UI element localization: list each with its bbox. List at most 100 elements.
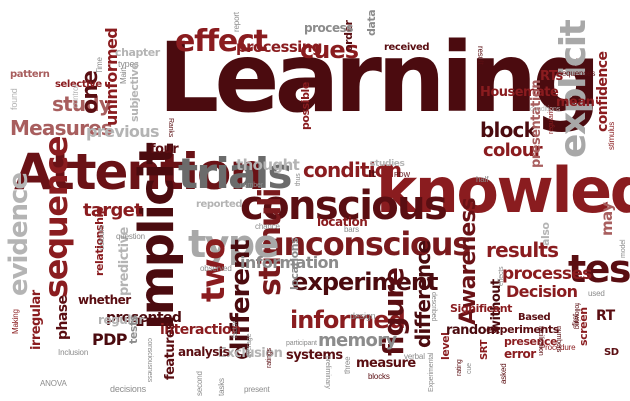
word-measures: Measures [10,116,113,140]
word-condition: condition [303,158,402,182]
word-type: type [188,222,279,266]
word-bars: bars [344,225,359,234]
word-informed: informed [290,306,406,334]
word-regular: regular [98,313,144,327]
word-systems: systems [286,348,343,363]
word-sequences: sequences [558,69,596,78]
word-making: Making [11,309,20,334]
word-housemate: Housemate [480,85,559,100]
word-participant: participant [286,340,317,347]
word-reported: reported [196,199,243,210]
word-it: It [368,169,376,180]
word-four: four [150,142,179,157]
word-control: control [71,85,80,108]
word-measure: measure [356,356,416,371]
word-consciousness: consciousness [146,338,153,383]
word-cues: cues [300,36,359,64]
word-processes: processes [502,264,592,284]
word-average: average [246,333,253,358]
word-study: study [52,92,112,116]
word-conditions: conditions [530,106,561,113]
word-sequence: sequence [37,136,75,298]
word-pdw: PDW [394,172,410,179]
word-received: received [384,42,430,53]
word-information: information [240,253,339,272]
word-whether: whether [78,293,131,307]
word-ranks: Ranks [167,118,174,138]
word-result: result [476,46,485,65]
word-mean: mean [556,95,595,110]
word-tasks: tasks [217,378,226,396]
word-rts: RTs [540,69,563,84]
word-also: also [539,222,552,246]
word-design: design [350,311,376,321]
word-test: test [568,247,630,291]
word-presence: presence [504,335,558,348]
word-model: model [620,239,627,258]
word-pattern: pattern [10,69,50,80]
word-colours: colours [97,225,106,250]
word-types: types [118,59,139,69]
word-colour: colour [483,140,543,161]
word-half: half [476,175,489,184]
word-stimulus: stimulus [607,121,616,150]
word-presentation: presentation [529,80,544,168]
word-srt: SRT [479,339,490,360]
word-conscious: conscious [240,183,448,229]
word-process: process [304,21,353,35]
word-inclusion: Inclusion [58,348,89,357]
word-error: error [504,347,536,361]
word-random: random [446,323,500,338]
word-decisions: decisions [110,384,146,394]
word-learning: Learning [158,22,601,134]
word-interaction: interaction [160,322,241,338]
word-chapter: chapter [115,46,160,59]
word-question: question [116,232,145,241]
word-irregular: irregular [29,290,44,350]
word-analysis: analysis [178,345,230,359]
word-facilitation: facilitation [537,326,544,356]
word-location: location [317,215,368,229]
word-processing: processing [236,38,323,56]
word-explicit: explicit [553,20,594,158]
word-may: may [598,202,616,236]
word-procedure: Procedure [540,343,576,352]
word-rating: rating [456,359,463,376]
word-studies: studies [370,159,405,169]
word-numbers: numbers [555,326,562,353]
word-previous: previous [86,122,160,141]
word-effects: effects [498,266,505,286]
word-trials: trials [178,149,293,198]
word-ratings: ratings [266,347,273,368]
word-asked: asked [499,363,508,384]
word-factor: factor [232,321,239,338]
word-observed: observed [200,264,232,273]
word-cue: cue [466,363,473,374]
word-features: features [163,322,178,380]
word-selective: selective [55,79,102,90]
word-blocks: blocks [368,372,390,381]
word-locations: locations [288,237,301,290]
word-memory: memory [318,330,397,351]
word-present: present [244,385,270,394]
word-knowledge: knowledge [376,154,630,227]
word-main: Main [119,67,128,84]
word-preliminary: preliminary [324,356,331,389]
word-rt: RT [596,308,615,324]
word-second: second [195,371,204,396]
word-sd: SD [604,347,619,358]
word-attention: Attention [14,143,265,201]
word-one: one [78,70,103,114]
word-pdp: PDP [92,330,127,349]
word-target: target [83,200,143,221]
word-evidence: evidence [4,173,34,296]
word-three: three [343,356,352,374]
word-tests: tests [127,315,140,344]
word-significant: Significant [450,302,512,315]
word-presented: presented [106,310,182,326]
word-possible: possible [299,82,312,130]
word-experimental: Experimental [428,352,435,392]
word-data: data [365,9,378,36]
word-unconscious: unconscious [262,225,471,263]
